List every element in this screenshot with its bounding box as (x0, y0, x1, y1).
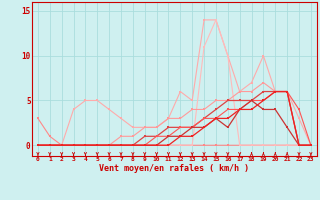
X-axis label: Vent moyen/en rafales ( km/h ): Vent moyen/en rafales ( km/h ) (100, 164, 249, 173)
